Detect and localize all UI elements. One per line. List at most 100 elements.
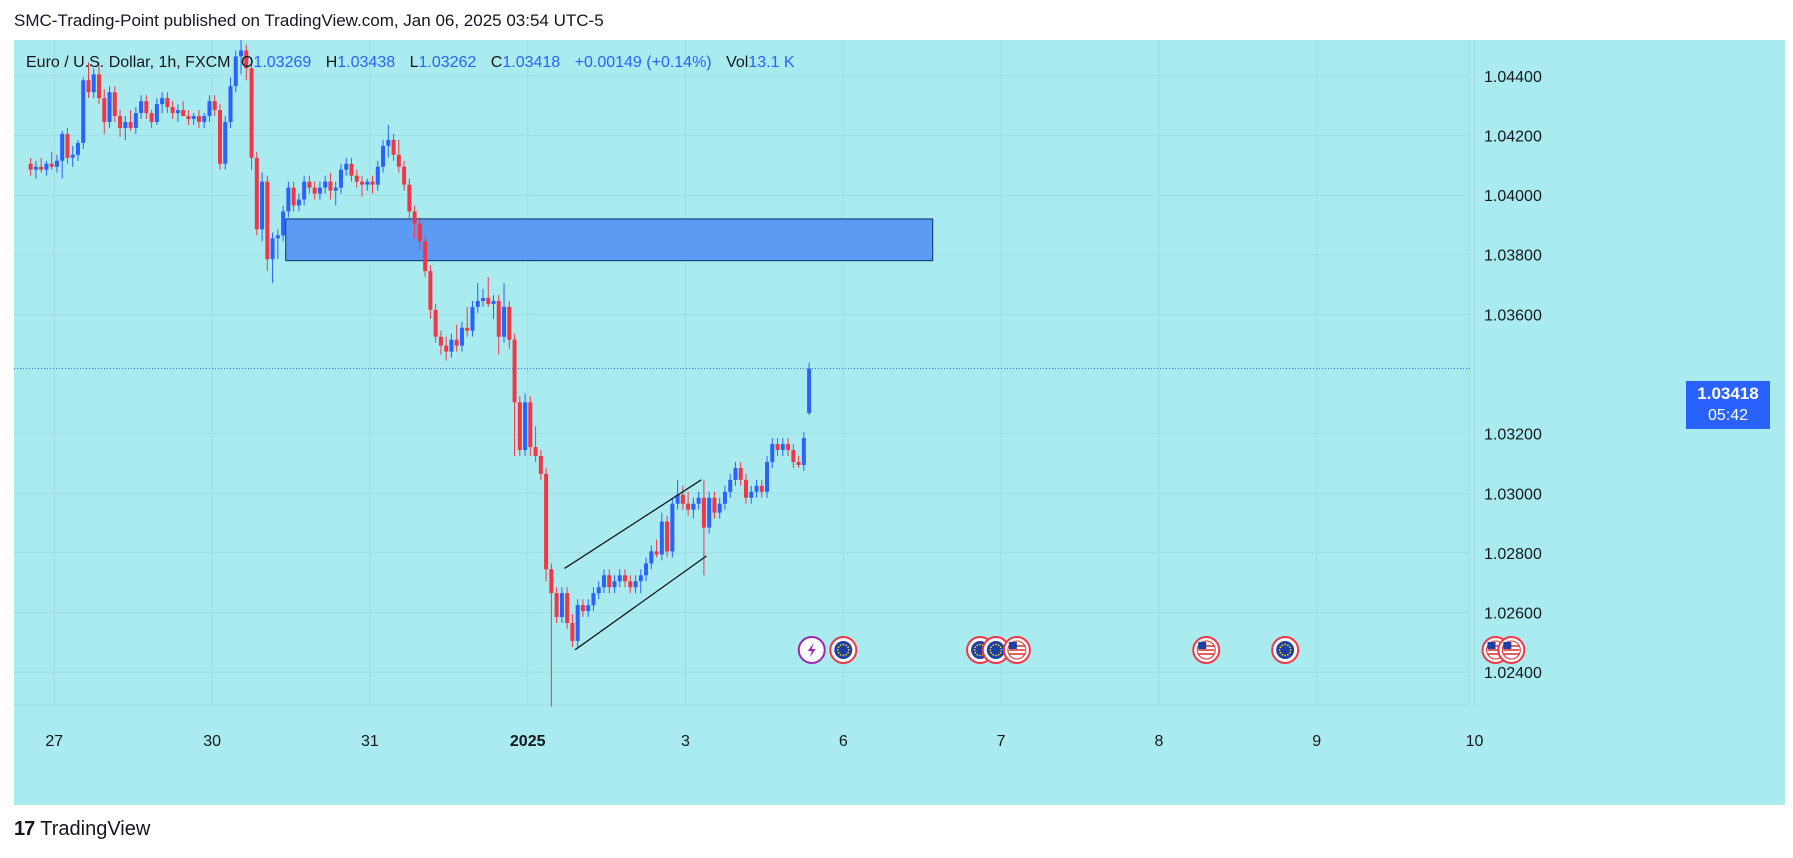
candle-body (291, 187, 296, 206)
eu-flag-star (974, 651, 977, 654)
candle-body (623, 575, 628, 582)
us-flag-event-icon[interactable] (1192, 636, 1221, 664)
x-tick-label: 27 (45, 733, 63, 750)
y-tick-label: 1.02400 (1484, 665, 1542, 682)
us-flag-canton (1198, 642, 1207, 649)
candlestick-chart[interactable]: 1.02400 1.02600 1.02800 1.03000 1.03200 1.036… (14, 40, 1785, 805)
candle-body (233, 56, 238, 87)
legend-symbol[interactable]: Euro / U.S. Dollar, 1h, FXCM (26, 54, 231, 71)
candle-body (633, 581, 638, 588)
candle-body (39, 166, 44, 170)
candle-body (149, 113, 154, 123)
candle-body (207, 101, 212, 117)
eu-flag-star (1284, 643, 1287, 646)
candle-body (354, 175, 359, 182)
candle-body (375, 166, 380, 185)
candle-body (649, 551, 654, 564)
candle-body (559, 593, 564, 618)
candle-body (160, 98, 165, 105)
candle-body (449, 339, 454, 352)
x-tick-label: 3 (681, 733, 690, 750)
eu-flag-star (976, 653, 979, 656)
candle-body (591, 593, 596, 606)
eu-flag-event-icon[interactable] (981, 636, 1010, 664)
candle-body (691, 503, 696, 510)
candle-body (459, 327, 464, 346)
candle-body (133, 113, 138, 128)
channel-upper-line (564, 479, 702, 569)
eu-flag-star (847, 651, 849, 654)
candle-body (123, 122, 128, 128)
candle-body (391, 139, 396, 155)
candle-body (696, 497, 701, 504)
legend-high-label: H (325, 54, 338, 71)
candle-body (675, 494, 680, 504)
x-tick-label: 7 (997, 733, 1006, 750)
eu-flag-star (1281, 644, 1284, 647)
candle-body (791, 450, 796, 462)
candle-body (323, 181, 328, 188)
us-flag-event-icon[interactable] (1497, 636, 1526, 664)
candle-body (196, 116, 201, 123)
candle-body (244, 50, 249, 69)
candle-body (223, 122, 228, 164)
candle-body (570, 622, 575, 641)
candle-body (249, 68, 254, 158)
supply-zone-rect (285, 218, 934, 262)
eu-flag-star (997, 653, 1000, 656)
candle-body (202, 116, 207, 123)
candle-body (465, 327, 470, 331)
candle-body (175, 110, 180, 114)
y-tick-label: 1.02800 (1484, 546, 1542, 563)
candle-body (475, 300, 480, 307)
candle-body (728, 479, 733, 492)
eu-flag-star (847, 649, 850, 651)
candle-body (743, 479, 748, 498)
candle-body (444, 345, 449, 352)
candle-body (801, 438, 806, 465)
candle-body (170, 107, 175, 114)
candle-body (807, 368, 812, 414)
candle-body (360, 181, 365, 185)
lightning-event-icon[interactable] (797, 636, 826, 664)
eu-flag-star (1279, 646, 1282, 649)
eu-flag-star (979, 643, 981, 646)
candle-body (317, 187, 322, 194)
eu-flag-event-icon[interactable] (829, 636, 858, 664)
y-tick-label: 1.03200 (1484, 427, 1542, 444)
candle-body (575, 605, 580, 641)
eu-flag-star (989, 649, 992, 651)
tradingview-brand-text: TradingView (40, 818, 151, 840)
us-flag-canton (1008, 642, 1017, 649)
x-tick-label: 2025 (510, 733, 546, 750)
x-tick-label: 8 (1154, 733, 1163, 750)
us-flag-event-icon[interactable] (1002, 636, 1031, 664)
candle-body (344, 163, 349, 170)
eu-flag-star (1289, 649, 1292, 651)
legend-open-label: O (240, 54, 254, 71)
eu-flag-star (842, 654, 845, 657)
candle-body (749, 491, 754, 498)
footer-brand[interactable]: 17 TradingView (14, 818, 150, 841)
eu-flag-fill (986, 641, 1005, 659)
eu-flag-star (974, 646, 977, 649)
channel-lower-line (574, 555, 707, 651)
eu-flag-star (1289, 651, 1291, 654)
candle-body (49, 163, 54, 167)
legend-vol-label: Vol (726, 54, 749, 71)
eu-flag-fill (1276, 641, 1295, 659)
candle-body (517, 402, 522, 451)
symbol-legend: Euro / U.S. Dollar, 1h, FXCM O1.03269 H1… (26, 54, 795, 72)
chart-area[interactable]: 1.02400 1.02600 1.02800 1.03000 1.03200 1.036… (14, 40, 1785, 805)
eu-flag-star (1286, 653, 1289, 656)
eu-flag-event-icon[interactable] (1271, 636, 1300, 664)
candle-body (239, 50, 244, 57)
candle-body (91, 74, 96, 93)
eu-flag-star (990, 651, 992, 654)
candle-body (412, 211, 417, 224)
candle-body (717, 503, 722, 513)
candle-body (349, 163, 354, 176)
bar-countdown: 05:42 (1707, 407, 1749, 424)
candle-body (333, 187, 338, 191)
candle-body (154, 104, 159, 123)
